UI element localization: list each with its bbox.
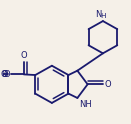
Text: O: O (1, 70, 7, 79)
Text: NH: NH (79, 100, 91, 109)
Text: H: H (100, 13, 106, 19)
Text: O: O (1, 70, 8, 79)
Text: N: N (95, 10, 102, 19)
Text: O: O (20, 51, 27, 60)
Text: O: O (105, 80, 111, 89)
Text: O: O (4, 70, 10, 79)
